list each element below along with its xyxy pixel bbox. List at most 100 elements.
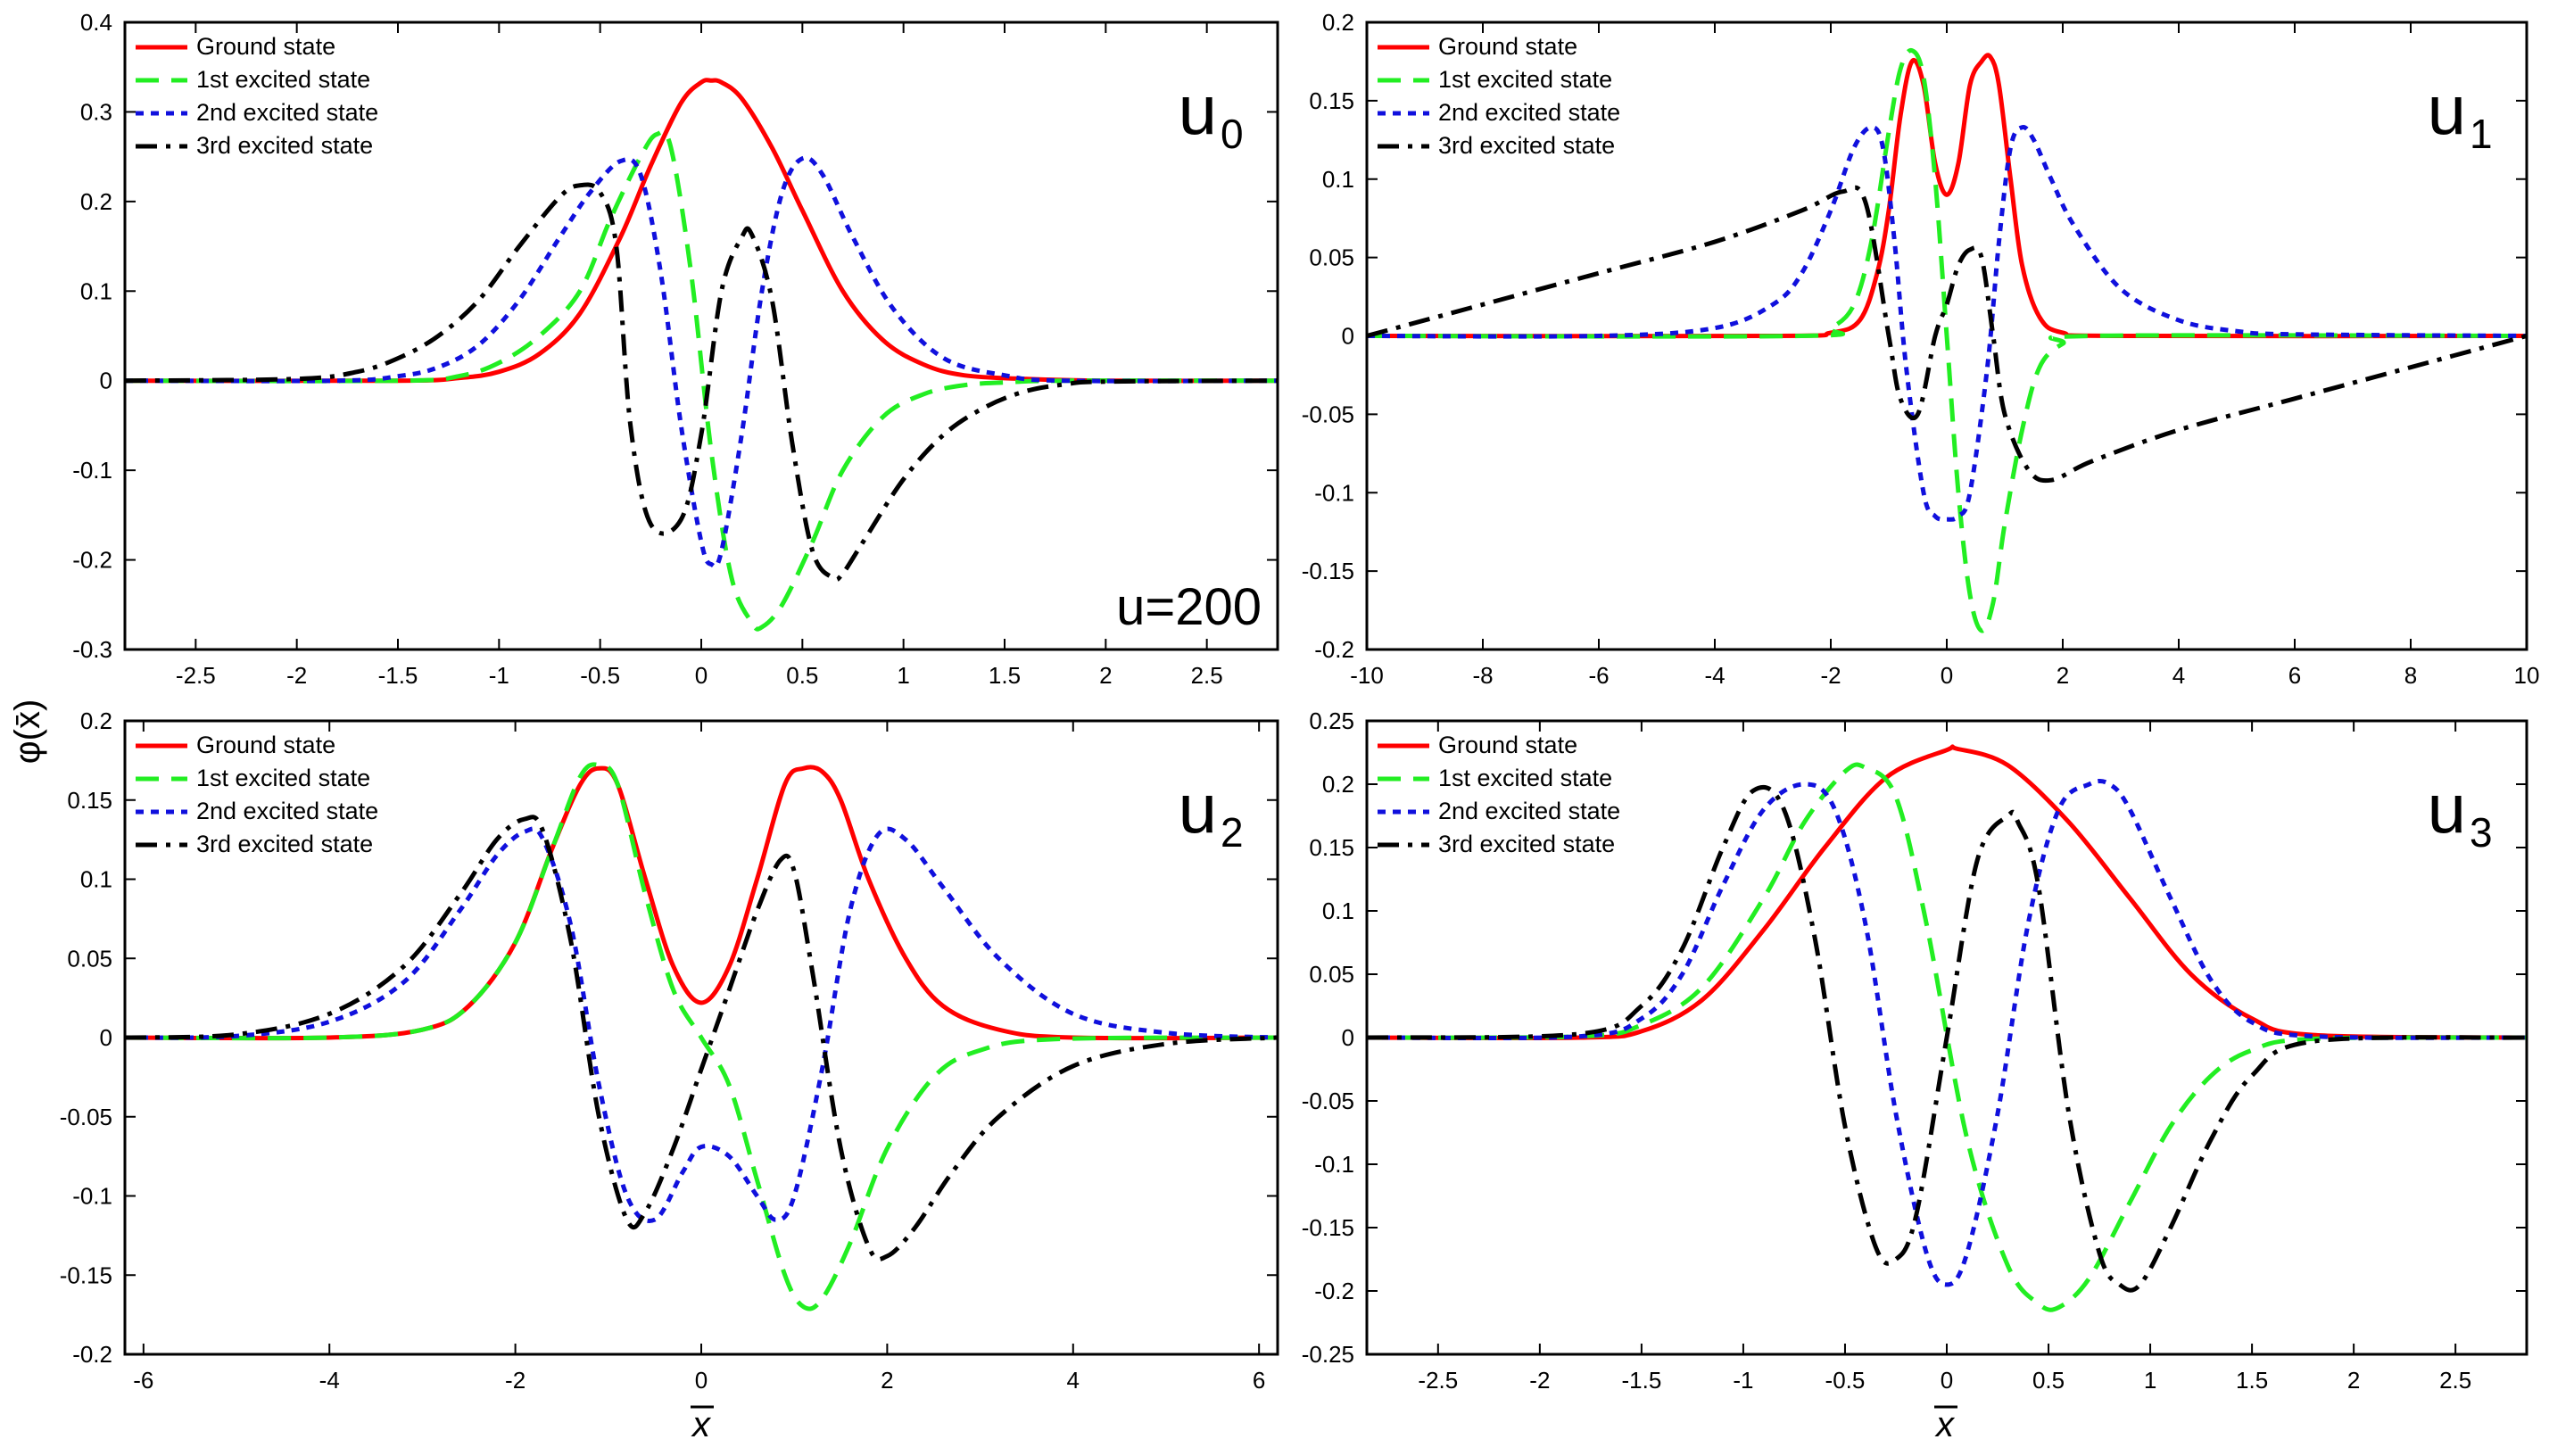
x-tick-label: -1.5 xyxy=(378,662,418,689)
x-tick-label: 8 xyxy=(2404,662,2417,689)
x-tick-label: -6 xyxy=(133,1367,153,1394)
x-tick-label: -4 xyxy=(1704,662,1725,689)
series-line-3 xyxy=(125,155,1278,569)
plot-frame xyxy=(1365,21,2528,651)
y-tick-label: 0.2 xyxy=(80,707,112,734)
x-tick-label: 1 xyxy=(2144,1367,2156,1394)
x-tick-label: -2 xyxy=(505,1367,526,1394)
legend-label-4: 3rd excited state xyxy=(1438,831,1615,857)
series-line-4 xyxy=(1367,185,2527,484)
annotation-u-value: u=200 xyxy=(1116,578,1262,636)
x-tick-label: 2 xyxy=(2347,1367,2360,1394)
legend-label-4: 3rd excited state xyxy=(1438,132,1615,159)
x-tick-label: 6 xyxy=(1253,1367,1265,1394)
y-tick-label: 0.2 xyxy=(80,188,112,215)
panel-label-subscript: 2 xyxy=(1221,809,1244,856)
panel-label-subscript: 0 xyxy=(1221,111,1244,157)
panel-u3: -2.5 -2 -1.5 -1 -0.5 0 0.5 1 1.5 2 2.5 -0.25 -0.2 -0.… xyxy=(1302,707,2528,1394)
legend-label-1: Ground state xyxy=(196,732,335,758)
y-tick-label: -0.05 xyxy=(60,1104,112,1130)
x-tick-label: 6 xyxy=(2288,662,2301,689)
y-tick-label: -0.15 xyxy=(60,1262,112,1288)
legend: Ground state 1st excited state 2nd excited… xyxy=(1378,732,1620,857)
series-line-4 xyxy=(1367,785,2527,1293)
y-tick-label: 0.05 xyxy=(1309,961,1354,988)
series-line-3 xyxy=(1367,778,2527,1287)
legend: Ground state 1st excited state 2nd excited… xyxy=(1378,33,1620,159)
y-axis-label: φ(x̄) xyxy=(8,699,47,765)
legend-label-3: 2nd excited state xyxy=(1438,99,1620,126)
y-tick-label: 0.05 xyxy=(67,945,112,972)
panel-label: u xyxy=(2428,769,2466,848)
y-tick-label: 0.1 xyxy=(80,866,112,893)
y-tick-label: -0.2 xyxy=(1314,636,1354,663)
x-tick-label: -2 xyxy=(1529,1367,1550,1394)
panel-label-subscript: 1 xyxy=(2470,111,2493,157)
series-line-1 xyxy=(125,78,1278,384)
x-tick-label: -10 xyxy=(1350,662,1384,689)
legend-label-4: 3rd excited state xyxy=(196,132,373,159)
panel-label: u xyxy=(2428,70,2466,149)
x-tick-label: 10 xyxy=(2514,662,2540,689)
x-tick-label: 2 xyxy=(881,1367,893,1394)
y-tick-label: 0 xyxy=(1342,1024,1354,1051)
series-line-1 xyxy=(1367,53,2527,339)
series-line-2 xyxy=(1367,48,2527,633)
y-tick-label: 0 xyxy=(100,368,112,394)
y-tick-label: 0 xyxy=(100,1024,112,1051)
x-tick-label: -0.5 xyxy=(580,662,620,689)
x-tick-label: 0.5 xyxy=(786,662,818,689)
panel-label: u xyxy=(1179,769,1217,848)
y-tick-label: 0 xyxy=(1342,323,1354,350)
series-line-1 xyxy=(1367,744,2527,1041)
x-tick-label: -4 xyxy=(319,1367,340,1394)
x-tick-label: 0.5 xyxy=(2032,1367,2065,1394)
y-tick-label: -0.2 xyxy=(72,547,112,574)
y-tick-label: -0.15 xyxy=(1302,1214,1354,1241)
y-tick-label: -0.1 xyxy=(72,1183,112,1210)
panel-u2: -6 -4 -2 0 2 4 6 -0.2 -0.15 -0.1 -0.05 0 0.05 0.1 0.15… xyxy=(60,707,1279,1394)
x-axis-label: x xyxy=(1934,1405,1957,1444)
legend-label-1: Ground state xyxy=(196,33,335,60)
x-tick-label: -2.5 xyxy=(1418,1367,1458,1394)
x-tick-label: 4 xyxy=(1067,1367,1080,1394)
x-tick-label: -6 xyxy=(1588,662,1609,689)
y-tick-label: 0.15 xyxy=(67,787,112,814)
x-tick-label: 0 xyxy=(695,1367,708,1394)
legend-label-2: 1st excited state xyxy=(1438,66,1612,93)
legend-label-2: 1st excited state xyxy=(196,66,370,93)
x-tick-label: -8 xyxy=(1472,662,1493,689)
legend-label-3: 2nd excited state xyxy=(196,798,378,824)
panel-label-subscript: 3 xyxy=(2470,809,2493,856)
legend-label-1: Ground state xyxy=(1438,33,1577,60)
y-tick-label: 0.05 xyxy=(1309,244,1354,271)
legend-label-1: Ground state xyxy=(1438,732,1577,758)
y-tick-label: -0.1 xyxy=(1314,1151,1354,1178)
legend-label-2: 1st excited state xyxy=(1438,765,1612,791)
y-tick-label: 0.4 xyxy=(80,9,112,36)
legend-label-2: 1st excited state xyxy=(196,765,370,791)
x-tick-label: -2 xyxy=(286,662,307,689)
panel-u1: -10 -8 -6 -4 -2 0 2 4 6 8 10 -0.2 -0.15 -0.1 -0.05 0 0.0… xyxy=(1302,9,2540,689)
y-tick-label: -0.2 xyxy=(1314,1278,1354,1304)
x-tick-label: 2 xyxy=(2057,662,2069,689)
y-tick-label: -0.15 xyxy=(1302,558,1354,584)
y-tick-label: 0.1 xyxy=(80,277,112,304)
legend: Ground state 1st excited state 2nd excited… xyxy=(136,33,378,159)
y-tick-label: -0.1 xyxy=(1314,479,1354,506)
series-line-3 xyxy=(1367,125,2527,522)
y-tick-label: 0.2 xyxy=(1322,9,1354,36)
x-tick-label: 0 xyxy=(1941,662,1953,689)
y-tick-label: 0.25 xyxy=(1309,707,1354,734)
y-tick-label: -0.25 xyxy=(1302,1341,1354,1368)
series-line-4 xyxy=(125,182,1278,583)
x-tick-label: 2 xyxy=(1099,662,1112,689)
plot-frame xyxy=(123,21,1279,651)
x-tick-label: -0.5 xyxy=(1825,1367,1866,1394)
y-tick-label: -0.2 xyxy=(72,1341,112,1368)
x-tick-label: 0 xyxy=(695,662,708,689)
series-line-2 xyxy=(125,762,1278,1311)
panel-u0: -2.5 -2 -1.5 -1 -0.5 0 0.5 1 1.5 2 2.5 -0.3 -0.2 -0.1… xyxy=(72,9,1279,689)
x-tick-label: -2 xyxy=(1820,662,1841,689)
